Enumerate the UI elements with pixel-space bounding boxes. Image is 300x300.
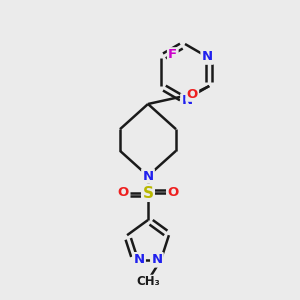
Text: S: S xyxy=(142,185,154,200)
Text: O: O xyxy=(167,187,178,200)
Text: CH₃: CH₃ xyxy=(136,275,160,288)
Text: O: O xyxy=(187,88,198,100)
Text: N: N xyxy=(142,169,154,182)
Text: F: F xyxy=(168,49,177,62)
Text: N: N xyxy=(202,50,213,64)
Text: O: O xyxy=(117,187,129,200)
Text: N: N xyxy=(134,253,145,266)
Text: N: N xyxy=(152,253,163,266)
Text: N: N xyxy=(182,94,193,107)
